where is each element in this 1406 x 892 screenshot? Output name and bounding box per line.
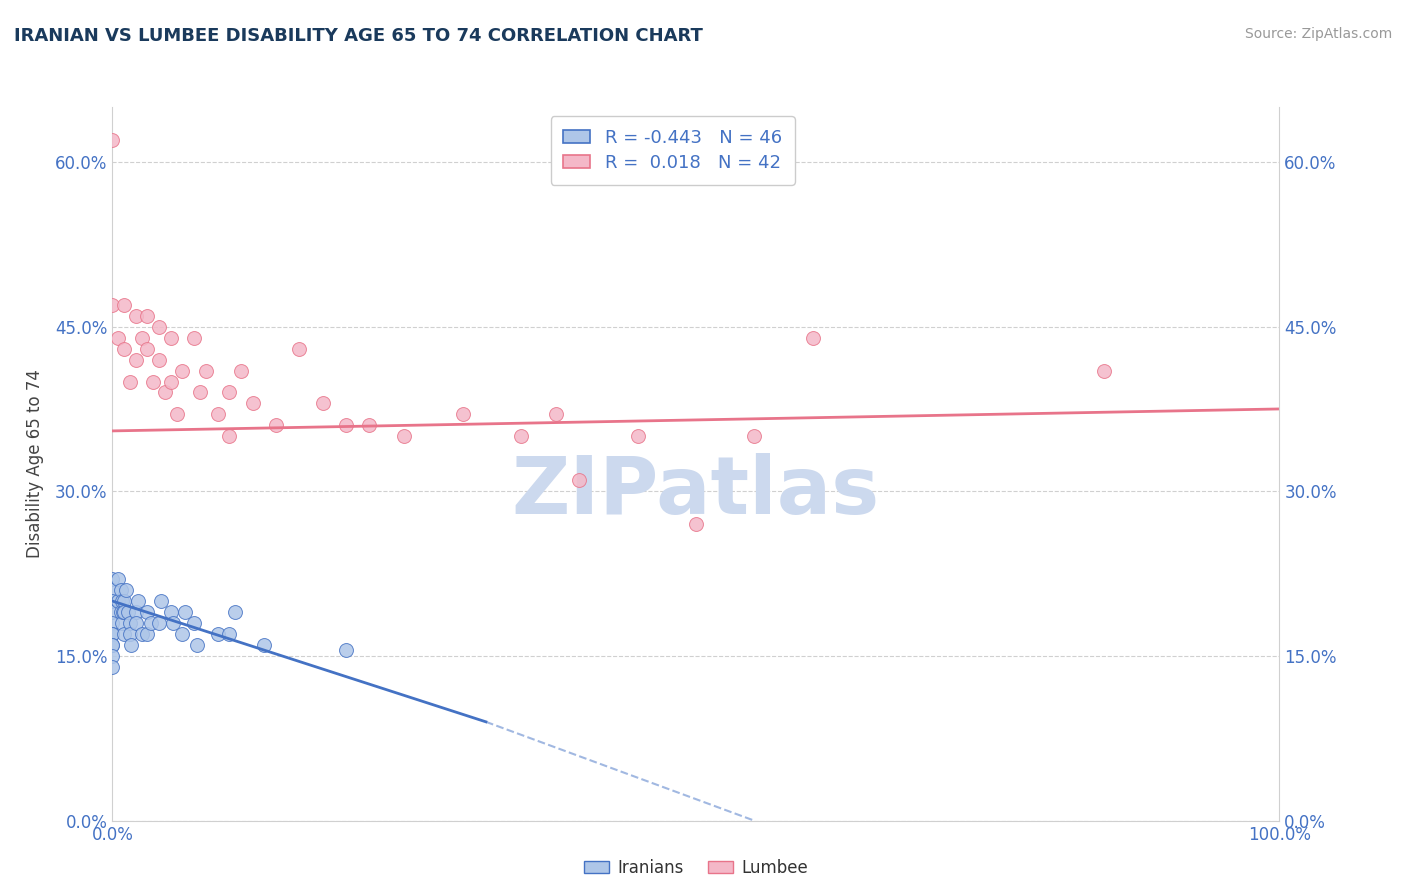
Point	[544, 408, 567, 422]
Point	[162, 615, 184, 630]
Point	[101, 594, 124, 608]
Point	[392, 429, 416, 443]
Y-axis label: Disability Age 65 to 74: Disability Age 65 to 74	[25, 369, 44, 558]
Point	[125, 352, 148, 367]
Point	[136, 627, 159, 641]
Point	[136, 605, 159, 619]
Point	[224, 605, 246, 619]
Point	[1092, 363, 1115, 377]
Point	[112, 342, 135, 356]
Point	[153, 385, 176, 400]
Point	[125, 615, 148, 630]
Point	[142, 375, 165, 389]
Point	[111, 615, 134, 630]
Point	[101, 572, 124, 586]
Point	[112, 627, 135, 641]
Point	[509, 429, 531, 443]
Point	[112, 605, 135, 619]
Point	[183, 615, 205, 630]
Point	[112, 594, 135, 608]
Point	[101, 583, 124, 598]
Point	[742, 429, 765, 443]
Point	[139, 615, 162, 630]
Point	[101, 615, 124, 630]
Point	[111, 605, 134, 619]
Point	[218, 627, 240, 641]
Point	[112, 298, 135, 312]
Point	[218, 429, 240, 443]
Point	[101, 133, 124, 147]
Point	[183, 330, 205, 344]
Point	[118, 615, 141, 630]
Point	[229, 363, 252, 377]
Point	[188, 385, 211, 400]
Point	[101, 638, 124, 652]
Point	[685, 517, 707, 532]
Point	[125, 309, 148, 323]
Point	[801, 330, 824, 344]
Point	[131, 627, 153, 641]
Point	[172, 627, 194, 641]
Point	[131, 330, 153, 344]
Point	[148, 352, 170, 367]
Point	[118, 375, 141, 389]
Text: Source: ZipAtlas.com: Source: ZipAtlas.com	[1244, 27, 1392, 41]
Point	[311, 396, 333, 410]
Point	[120, 638, 142, 652]
Point	[110, 605, 132, 619]
Point	[568, 473, 591, 487]
Point	[101, 298, 124, 312]
Point	[118, 627, 141, 641]
Point	[335, 643, 357, 657]
Point	[101, 638, 124, 652]
Point	[101, 648, 124, 663]
Point	[127, 594, 149, 608]
Point	[107, 572, 129, 586]
Point	[451, 408, 474, 422]
Point	[110, 583, 132, 598]
Point	[166, 408, 188, 422]
Point	[111, 594, 134, 608]
Point	[242, 396, 264, 410]
Point	[264, 418, 287, 433]
Point	[359, 418, 381, 433]
Text: IRANIAN VS LUMBEE DISABILITY AGE 65 TO 74 CORRELATION CHART: IRANIAN VS LUMBEE DISABILITY AGE 65 TO 7…	[14, 27, 703, 45]
Point	[136, 309, 159, 323]
Point	[117, 605, 139, 619]
Point	[218, 385, 240, 400]
Point	[148, 615, 170, 630]
Point	[186, 638, 208, 652]
Point	[288, 342, 311, 356]
Text: ZIPatlas: ZIPatlas	[512, 453, 880, 532]
Legend: Iranians, Lumbee: Iranians, Lumbee	[576, 853, 815, 884]
Point	[207, 408, 229, 422]
Point	[125, 605, 148, 619]
Point	[627, 429, 650, 443]
Point	[160, 605, 183, 619]
Point	[253, 638, 276, 652]
Point	[115, 583, 138, 598]
Point	[101, 627, 124, 641]
Point	[136, 342, 159, 356]
Point	[101, 627, 124, 641]
Point	[101, 605, 124, 619]
Point	[107, 594, 129, 608]
Point	[107, 330, 129, 344]
Point	[172, 363, 194, 377]
Point	[148, 319, 170, 334]
Point	[207, 627, 229, 641]
Point	[335, 418, 357, 433]
Point	[150, 594, 173, 608]
Point	[160, 375, 183, 389]
Point	[194, 363, 217, 377]
Point	[173, 605, 195, 619]
Point	[160, 330, 183, 344]
Point	[101, 660, 124, 674]
